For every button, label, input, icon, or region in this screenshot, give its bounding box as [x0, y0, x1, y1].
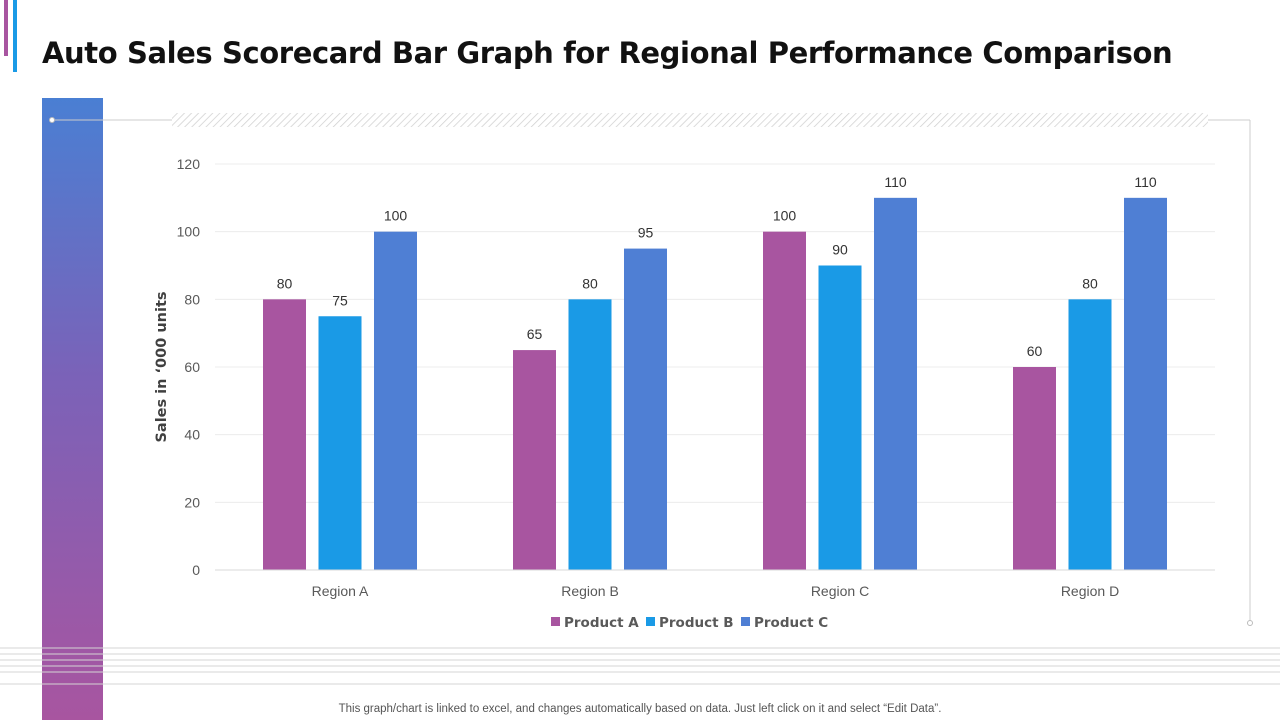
bar-product-a-region-c	[763, 231, 806, 570]
data-label: 60	[1027, 343, 1043, 359]
accent-bar-blue	[13, 0, 17, 72]
y-tick-label: 80	[184, 291, 200, 307]
data-label: 110	[1134, 174, 1157, 190]
bar-product-b-region-a	[318, 316, 362, 570]
data-label: 95	[638, 225, 654, 241]
gridlines	[215, 163, 1215, 503]
y-tick-label: 100	[177, 224, 201, 240]
x-tick-label: Region A	[312, 583, 369, 599]
bar-chart[interactable]: 0 20 40 60 80 100 120 Sales in ‘000 units 80 75…	[0, 0, 1280, 650]
y-tick-label: 40	[184, 427, 200, 443]
bar-product-c-region-d	[1124, 197, 1167, 571]
data-label: 75	[332, 292, 348, 308]
decorative-lines	[0, 647, 1280, 685]
x-axis-ticks: Region A Region B Region C Region D	[312, 583, 1120, 599]
legend-label: Product B	[659, 615, 734, 631]
x-tick-label: Region B	[561, 583, 619, 599]
data-label: 80	[277, 275, 293, 291]
data-label: 80	[582, 275, 598, 291]
bar-product-a-region-d	[1013, 367, 1056, 570]
bar-product-c-region-a	[374, 231, 417, 570]
y-axis-label: Sales in ‘000 units	[154, 291, 170, 442]
data-label: 80	[1082, 275, 1098, 291]
data-label: 100	[773, 208, 797, 224]
accent-bar-purple	[4, 0, 8, 56]
bar-product-c-region-b	[624, 248, 667, 571]
data-label: 90	[832, 242, 848, 258]
legend-swatch	[646, 617, 655, 626]
gradient-sidebar	[42, 98, 103, 720]
data-label: 110	[884, 174, 907, 190]
frame-dot-right	[1247, 620, 1253, 626]
bar-product-b-region-d	[1068, 299, 1112, 570]
legend: Product A Product B Product C	[551, 615, 828, 631]
y-tick-label: 20	[184, 494, 200, 510]
x-tick-label: Region C	[811, 583, 869, 599]
legend-label: Product C	[754, 615, 828, 631]
y-tick-label: 120	[177, 156, 201, 172]
data-label: 100	[384, 208, 408, 224]
data-label: 65	[527, 326, 543, 342]
frame-hatch-band	[172, 113, 1208, 127]
frame-dot-left	[49, 117, 55, 123]
legend-swatch	[551, 617, 560, 626]
bar-product-b-region-c	[818, 265, 862, 570]
bar-product-b-region-b	[568, 299, 612, 570]
bar-product-a-region-a	[263, 299, 306, 570]
legend-label: Product A	[564, 615, 639, 631]
footnote: This graph/chart is linked to excel, and…	[338, 703, 942, 715]
bar-product-c-region-c	[874, 197, 917, 571]
data-labels: 80 75 100 65 80 95 100 90 110 60 80 110	[277, 174, 1157, 359]
x-tick-label: Region D	[1061, 583, 1119, 599]
bars	[263, 197, 1167, 571]
y-tick-label: 0	[192, 562, 200, 578]
legend-swatch	[741, 617, 750, 626]
bar-product-a-region-b	[513, 350, 556, 570]
y-axis-ticks: 0 20 40 60 80 100 120	[177, 156, 201, 578]
page-title: Auto Sales Scorecard Bar Graph for Regio…	[42, 36, 1173, 70]
y-tick-label: 60	[184, 359, 200, 375]
